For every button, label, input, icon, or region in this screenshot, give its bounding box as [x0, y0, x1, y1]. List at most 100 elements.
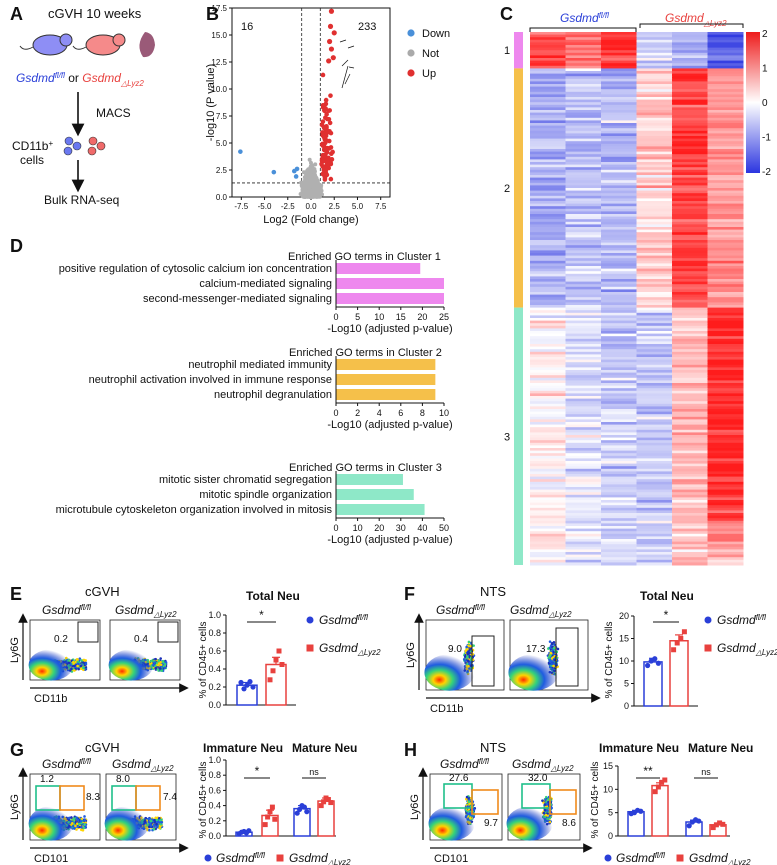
- heatmap-cell: [636, 541, 673, 545]
- heatmap-cell: [636, 305, 673, 309]
- heatmap-cell: [636, 528, 673, 532]
- volcano-ylabel: -log10 (P value): [205, 64, 217, 141]
- cluster-label: 2: [504, 183, 510, 195]
- heatmap-cell: [530, 346, 566, 350]
- heatmap-cell: [636, 406, 673, 410]
- flow-event: [549, 651, 553, 655]
- heatmap-cell: [530, 159, 566, 163]
- heatmap-cell: [530, 133, 566, 137]
- heatmap-cell: [707, 76, 744, 80]
- heatmap-cell: [530, 403, 566, 407]
- heatmap-cell: [565, 281, 602, 285]
- volcano-point-up: [322, 147, 327, 152]
- heatmap-cell: [707, 279, 744, 283]
- heatmap-cell: [565, 154, 602, 158]
- flow-event: [553, 658, 557, 662]
- heatmap-cell: [636, 344, 673, 348]
- heatmap-cell: [636, 89, 673, 93]
- heatmap-cell: [707, 94, 744, 98]
- heatmap-cell: [707, 507, 744, 511]
- heatmap-cell: [672, 383, 708, 387]
- heatmap-cell: [530, 331, 566, 335]
- heatmap-cell: [707, 71, 744, 75]
- heatmap-cell: [565, 406, 602, 410]
- flow-xlabel: CD11b: [34, 693, 67, 705]
- heatmap-cell: [672, 487, 708, 491]
- heatmap-cell: [530, 370, 566, 374]
- heatmap-cell: [601, 130, 637, 134]
- flow-event: [158, 667, 162, 670]
- flow-event: [468, 648, 471, 652]
- colorbar-tick: 2: [762, 29, 768, 40]
- heatmap-cell: [601, 463, 637, 467]
- heatmap-cell: [530, 390, 566, 394]
- heatmap-cell: [707, 167, 744, 171]
- bulk-rnaseq-label: Bulk RNA-seq: [44, 193, 119, 207]
- panel-a-title: cGVH 10 weeks: [48, 6, 142, 21]
- heatmap-cell: [530, 481, 566, 485]
- heatmap-cell: [636, 128, 673, 132]
- heatmap-cell: [530, 125, 566, 129]
- volcano-point-not: [312, 179, 317, 184]
- go-title: Enriched GO terms in Cluster 3: [289, 462, 442, 474]
- heatmap-cell: [636, 471, 673, 475]
- heatmap-cell: [565, 364, 602, 368]
- heatmap-cell: [636, 169, 673, 173]
- heatmap-cell: [636, 364, 673, 368]
- heatmap-cell: [672, 359, 708, 363]
- heatmap-cell: [707, 513, 744, 517]
- bar-g-sig-label: ns: [309, 767, 319, 777]
- heatmap-cell: [601, 266, 637, 270]
- volcano-ytick-label: 15.0: [211, 31, 227, 40]
- heatmap-cell: [530, 201, 566, 205]
- heatmap-cell: [530, 34, 566, 38]
- heatmap-cell: [707, 276, 744, 280]
- heatmap-cell: [672, 167, 708, 171]
- bar-g-point: [297, 806, 303, 813]
- heatmap-cell: [636, 198, 673, 202]
- heatmap-cell: [636, 289, 673, 293]
- heatmap-cell: [636, 422, 673, 426]
- heatmap-cell: [601, 190, 637, 194]
- heatmap-cell: [707, 333, 744, 337]
- heatmap-cell: [530, 229, 566, 233]
- heatmap-cell: [672, 78, 708, 82]
- volcano-point-up: [326, 38, 333, 45]
- heatmap-cell: [672, 349, 708, 353]
- heatmap-cell: [530, 162, 566, 166]
- heatmap-cell: [636, 97, 673, 101]
- heatmap-cell: [565, 338, 602, 342]
- heatmap-cell: [636, 50, 673, 54]
- heatmap-cell: [530, 427, 566, 431]
- heatmap-cell: [530, 518, 566, 522]
- heatmap-cell: [636, 167, 673, 171]
- volcano-point-not: [318, 185, 323, 190]
- heatmap-cell: [636, 76, 673, 80]
- heatmap-cell: [672, 424, 708, 428]
- heatmap-cell: [565, 489, 602, 493]
- heatmap-cell: [672, 229, 708, 233]
- heatmap-cell: [530, 533, 566, 537]
- volcano-point-up: [327, 120, 333, 126]
- bar-f-ytick-label: 0: [624, 701, 629, 711]
- heatmap-cell: [565, 128, 602, 132]
- heatmap-cell: [530, 242, 566, 246]
- heatmap-cell: [636, 458, 673, 462]
- heatmap-cell: [636, 448, 673, 452]
- bar-g-point: [294, 810, 300, 816]
- go-xtick-label: 30: [396, 523, 406, 533]
- heatmap-cell: [707, 68, 744, 72]
- heatmap-cell: [565, 414, 602, 418]
- heatmap-cell: [601, 245, 637, 249]
- heatmap-cell: [636, 440, 673, 444]
- heatmap-cell: [707, 224, 744, 228]
- flow-event: [156, 820, 160, 824]
- heatmap-cell: [636, 91, 673, 95]
- heatmap-cell: [601, 320, 637, 324]
- bar-g-ylabel: % of CD45+ cells: [198, 762, 209, 839]
- heatmap-cell: [601, 497, 637, 501]
- heatmap-cell: [565, 224, 602, 228]
- heatmap-cell: [672, 289, 708, 293]
- heatmap-cell: [636, 336, 673, 340]
- heatmap-cell: [707, 58, 744, 62]
